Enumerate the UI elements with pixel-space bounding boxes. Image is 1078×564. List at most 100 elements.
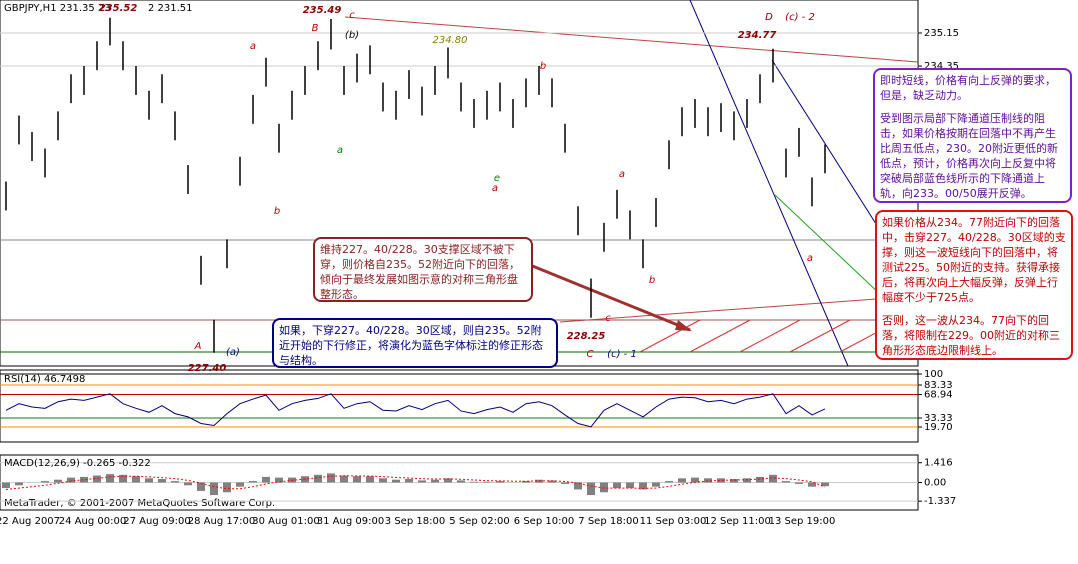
- macd-bar: [470, 481, 478, 483]
- y-tick-label: 83.33: [924, 380, 953, 391]
- y-tick-label: 68.94: [924, 389, 953, 400]
- wave-label: D: [765, 12, 773, 23]
- wave-label: (c) - 1: [607, 349, 637, 360]
- note-text: 受到图示局部下降通道压制线的阻击，如果价格按期在回落中不再产生比周五低点，230…: [880, 112, 1058, 200]
- macd-bar: [158, 479, 166, 483]
- y-tick-label: 19.70: [924, 422, 953, 433]
- wave-label: 227.40: [188, 363, 227, 374]
- macd-bar: [275, 477, 283, 483]
- panel-title: RSI(14) 46.7498: [4, 374, 85, 385]
- macd-bar: [626, 482, 634, 489]
- y-tick-label: 234.35: [924, 61, 959, 72]
- macd-bar: [535, 479, 543, 483]
- macd-bar: [431, 479, 439, 483]
- macd-bar: [405, 479, 413, 483]
- wave-label: C: [587, 349, 594, 360]
- macd-bar: [145, 478, 153, 483]
- wave-label: 234.77: [738, 30, 777, 41]
- macd-bar: [600, 482, 608, 493]
- macd-bar: [613, 482, 621, 489]
- macd-bar: [821, 482, 829, 487]
- macd-bar: [444, 478, 452, 483]
- y-tick-label: 0.00: [924, 478, 946, 489]
- wave-label: (c) - 2: [785, 12, 815, 23]
- macd-bar: [106, 474, 114, 483]
- macd-bar: [327, 473, 335, 483]
- wave-label: 235.49: [303, 5, 342, 16]
- macd-bar: [249, 481, 257, 483]
- macd-bar: [483, 481, 491, 483]
- macd-bar: [691, 477, 699, 483]
- macd-bar: [418, 480, 426, 483]
- wave-label: b: [274, 206, 280, 217]
- note-blue: 如果，下穿227。40/228。30区域，则自235。52附近开始的下行修正，将…: [272, 318, 558, 368]
- macd-bar: [457, 480, 465, 483]
- wave-label: c: [349, 10, 355, 21]
- macd-bar: [665, 481, 673, 483]
- macd-bar: [756, 476, 764, 483]
- blank-box: [316, 205, 533, 237]
- x-tick-label: 7 Sep 18:00: [578, 516, 638, 527]
- macd-bar: [366, 476, 374, 483]
- macd-bar: [2, 482, 10, 489]
- macd-bar: [717, 478, 725, 483]
- macd-bar: [236, 482, 244, 487]
- wave-label: b: [649, 275, 655, 286]
- macd-bar: [652, 482, 660, 487]
- macd-bar: [392, 479, 400, 483]
- macd-bar: [795, 482, 803, 484]
- macd-bar: [587, 482, 595, 496]
- x-tick-label: 22 Aug 2007: [0, 516, 60, 527]
- macd-bar: [15, 482, 23, 486]
- macd-bar: [119, 474, 127, 483]
- x-tick-label: 6 Sep 10:00: [514, 516, 574, 527]
- signal-line: [5, 475, 826, 490]
- macd-bar: [639, 482, 647, 490]
- y-tick-label: 100: [924, 369, 943, 380]
- note-brown: 维持227。40/228。30支撑区域不被下穿，则价格自235。52附近向下的回…: [313, 237, 533, 302]
- macd-bar: [41, 481, 49, 483]
- macd-bar: [80, 476, 88, 483]
- wave-label: a: [337, 145, 343, 156]
- macd-bar: [808, 482, 816, 487]
- wave-label: a: [250, 41, 256, 52]
- macd-bar: [171, 481, 179, 483]
- x-tick-label: 11 Sep 03:00: [640, 516, 707, 527]
- wave-label: a: [619, 169, 625, 180]
- wave-label: 235.52: [99, 3, 138, 14]
- wave-label: A: [194, 341, 202, 352]
- wave-label: 234.80: [433, 35, 468, 46]
- macd-bar: [210, 482, 218, 496]
- note-red: 如果价格从234。77附近向下的回落中，击穿227。40/228。30区域的支撑…: [875, 210, 1073, 360]
- note-text: 即时短线，价格有向上反弹的要求，但是，缺乏动力。: [880, 74, 1056, 102]
- x-tick-label: 28 Aug 17:00: [188, 516, 255, 527]
- note-text: 否则，这一波从234。77向下的回落，将限制在229。00附近的对称三角形形态底…: [882, 314, 1060, 357]
- x-tick-label: 5 Sep 02:00: [449, 516, 509, 527]
- rsi-panel: [0, 369, 919, 443]
- macd-bar: [223, 482, 231, 493]
- wave-label: a: [492, 183, 498, 194]
- note-text: 如果价格从234。77附近向下的回落中，击穿227。40/228。30区域的支撑…: [882, 216, 1066, 304]
- macd-bar: [197, 482, 205, 491]
- macd-bar: [314, 474, 322, 483]
- macd-bar: [132, 476, 140, 483]
- note-purple: 即时短线，价格有向上反弹的要求，但是，缺乏动力。 受到图示局部下降通道压制线的阻…: [873, 68, 1072, 203]
- x-tick-label: 27 Aug 09:00: [123, 516, 190, 527]
- y-tick-label: 235.15: [924, 28, 959, 39]
- macd-bar: [548, 480, 556, 483]
- macd-bar: [184, 482, 192, 486]
- rsi-line: [5, 393, 826, 428]
- macd-bar: [730, 479, 738, 483]
- x-tick-label: 12 Sep 11:00: [704, 516, 771, 527]
- y-tick-label: 33.33: [924, 413, 953, 424]
- main-panel: [0, 0, 919, 367]
- y-tick-label: -1.337: [924, 496, 956, 507]
- wave-label: b: [540, 61, 546, 72]
- wave-label: a: [807, 253, 813, 264]
- macd-bar: [340, 475, 348, 483]
- x-tick-label: 30 Aug 01:00: [252, 516, 319, 527]
- macd-bar: [743, 478, 751, 483]
- macd-bar: [353, 476, 361, 483]
